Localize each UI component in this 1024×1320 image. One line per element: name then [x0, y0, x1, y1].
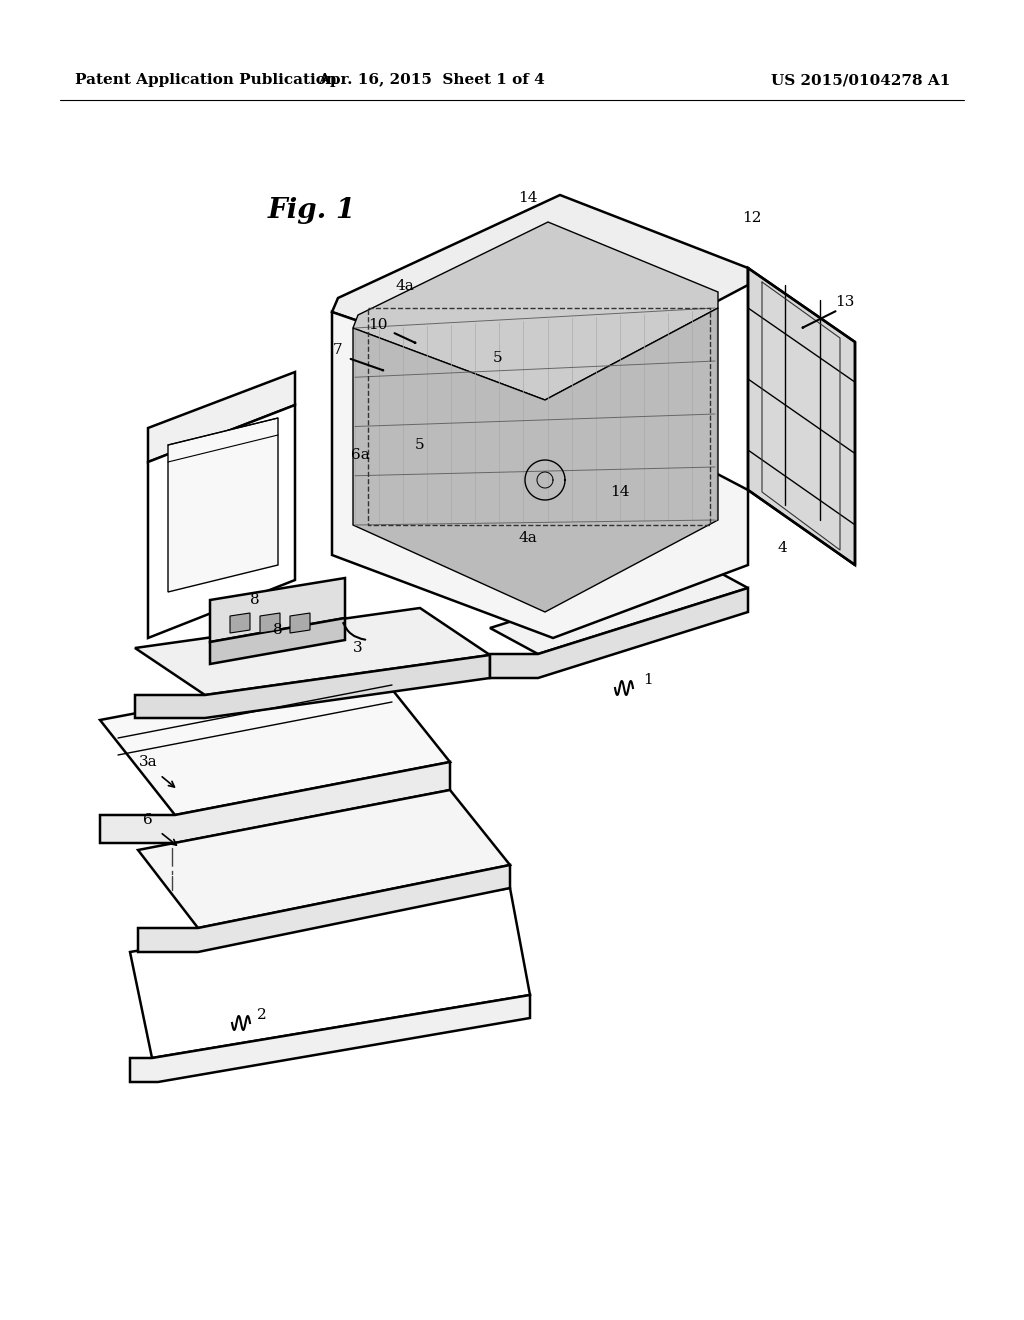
Text: 8: 8: [250, 593, 260, 607]
Text: Apr. 16, 2015  Sheet 1 of 4: Apr. 16, 2015 Sheet 1 of 4: [318, 73, 546, 87]
Polygon shape: [100, 762, 450, 843]
Polygon shape: [290, 612, 310, 634]
Polygon shape: [210, 578, 345, 642]
Polygon shape: [130, 888, 530, 1059]
Polygon shape: [210, 618, 345, 664]
Polygon shape: [490, 587, 748, 678]
Polygon shape: [148, 372, 295, 462]
Text: 1: 1: [643, 673, 653, 686]
Text: 7: 7: [333, 343, 343, 356]
Polygon shape: [353, 308, 718, 612]
FancyArrowPatch shape: [350, 359, 383, 371]
Text: 2: 2: [257, 1008, 267, 1022]
Text: 13: 13: [836, 294, 855, 309]
Polygon shape: [490, 562, 748, 653]
Text: 12: 12: [742, 211, 762, 224]
Polygon shape: [135, 655, 490, 718]
Text: 4a: 4a: [395, 279, 415, 293]
Polygon shape: [353, 222, 718, 400]
Polygon shape: [100, 668, 450, 814]
Text: 14: 14: [518, 191, 538, 205]
FancyArrowPatch shape: [343, 623, 366, 640]
Polygon shape: [332, 195, 748, 388]
Text: 3: 3: [353, 642, 362, 655]
Text: 3a: 3a: [138, 755, 158, 770]
Polygon shape: [135, 609, 490, 696]
Polygon shape: [148, 405, 295, 638]
Text: 6a: 6a: [350, 447, 370, 462]
Text: 10: 10: [369, 318, 388, 333]
Text: 6: 6: [143, 813, 153, 828]
Polygon shape: [138, 789, 510, 928]
FancyArrowPatch shape: [394, 333, 416, 343]
Text: Patent Application Publication: Patent Application Publication: [75, 73, 337, 87]
Polygon shape: [230, 612, 250, 634]
Polygon shape: [332, 312, 748, 638]
Polygon shape: [748, 268, 855, 565]
Polygon shape: [138, 865, 510, 952]
FancyArrowPatch shape: [803, 312, 836, 327]
Text: US 2015/0104278 A1: US 2015/0104278 A1: [771, 73, 950, 87]
Text: Fig. 1: Fig. 1: [268, 197, 356, 223]
Text: 4a: 4a: [518, 531, 538, 545]
Text: 14: 14: [610, 484, 630, 499]
Polygon shape: [168, 418, 278, 591]
Text: 5: 5: [415, 438, 425, 451]
Text: 4: 4: [777, 541, 786, 554]
Polygon shape: [130, 995, 530, 1082]
Text: 5: 5: [494, 351, 503, 366]
Text: 8: 8: [273, 623, 283, 638]
Polygon shape: [260, 612, 280, 634]
